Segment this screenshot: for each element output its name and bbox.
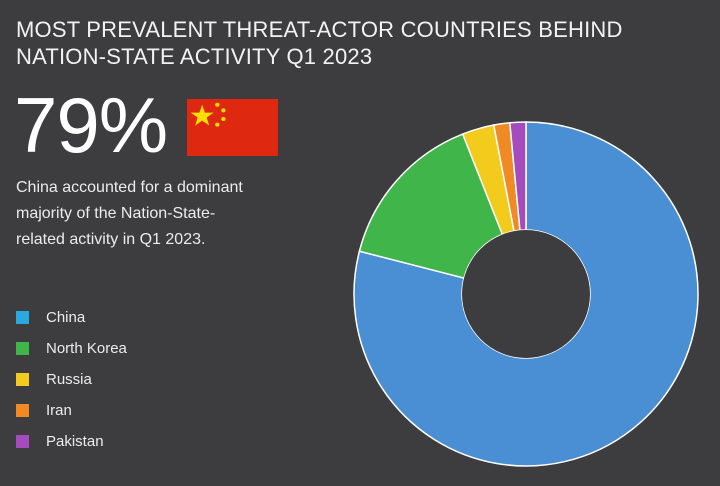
donut-hole xyxy=(462,230,590,358)
legend-item-pakistan: Pakistan xyxy=(16,426,127,457)
legend-item-russia: Russia xyxy=(16,364,127,395)
description-line-3: related activity in Q1 2023. xyxy=(16,231,206,248)
legend-item-china: China xyxy=(16,302,127,333)
legend-label: China xyxy=(46,309,86,326)
legend-label: Iran xyxy=(46,402,72,419)
legend-swatch xyxy=(16,404,29,417)
chart-title: MOST PREVALENT THREAT-ACTOR COUNTRIES BE… xyxy=(16,16,656,70)
flag-small-star-1 xyxy=(215,102,220,107)
flag-small-star-4 xyxy=(215,122,220,127)
legend-label: Pakistan xyxy=(46,433,104,450)
description-line-1: China accounted for a dominant xyxy=(16,179,243,196)
flag-small-star-2 xyxy=(221,108,226,113)
legend-label: North Korea xyxy=(46,340,127,357)
legend: China North Korea Russia Iran Pakistan xyxy=(16,302,127,457)
title-line-1: MOST PREVALENT THREAT-ACTOR COUNTRIES BE… xyxy=(16,17,623,42)
description-line-2: majority of the Nation-State- xyxy=(16,205,216,222)
legend-swatch xyxy=(16,373,29,386)
china-flag-icon xyxy=(187,99,278,156)
legend-item-north-korea: North Korea xyxy=(16,333,127,364)
legend-label: Russia xyxy=(46,371,92,388)
headline-percentage: 79% xyxy=(14,81,168,169)
legend-swatch xyxy=(16,342,29,355)
flag-field xyxy=(187,99,278,156)
legend-item-iran: Iran xyxy=(16,395,127,426)
description: China accounted for a dominant majority … xyxy=(16,175,346,253)
flag-small-star-3 xyxy=(221,116,226,121)
donut-chart xyxy=(353,121,699,467)
legend-swatch xyxy=(16,311,29,324)
flag-big-star xyxy=(190,104,214,126)
legend-swatch xyxy=(16,435,29,448)
title-line-2: NATION-STATE ACTIVITY Q1 2023 xyxy=(16,44,373,69)
